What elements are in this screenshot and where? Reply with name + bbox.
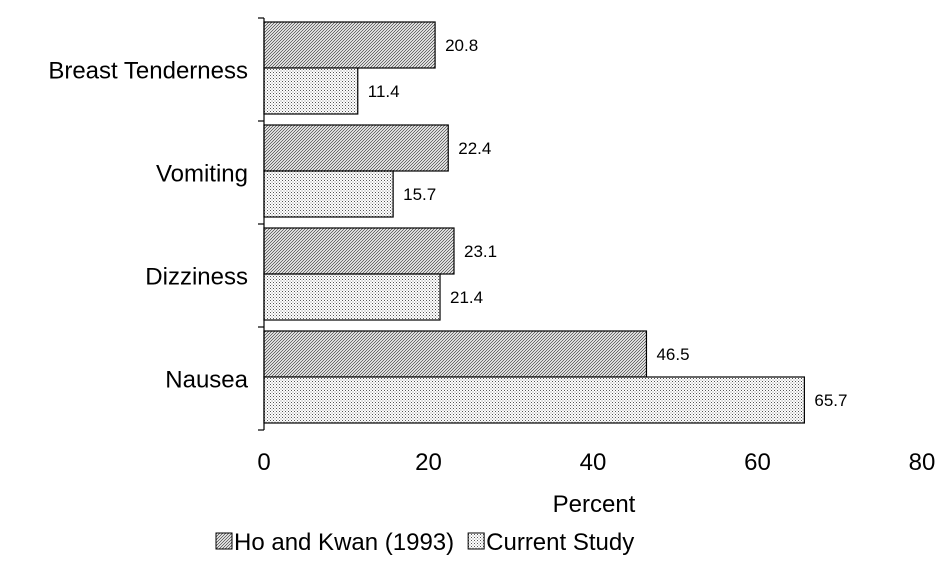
bar-nausea-current-study xyxy=(263,376,805,424)
bar-vomiting-current-study xyxy=(263,170,394,218)
legend-label-ho-and-kwan-1993: Ho and Kwan (1993) xyxy=(234,529,454,556)
bar-dizziness-current-study xyxy=(263,273,441,321)
data-label-vomiting-ho-and-kwan-1993: 22.4 xyxy=(458,139,491,158)
data-label-nausea-ho-and-kwan-1993: 46.5 xyxy=(656,345,689,364)
x-tick-label-40: 40 xyxy=(580,449,607,476)
legend-swatch-ho-and-kwan-1993 xyxy=(215,532,233,550)
bar-dizziness-ho-and-kwan-1993 xyxy=(263,227,455,275)
bar-vomiting-ho-and-kwan-1993 xyxy=(263,124,449,172)
legend: Ho and Kwan (1993) Current Study xyxy=(215,529,634,556)
category-label-nausea: Nausea xyxy=(165,367,248,394)
legend-label-current-study: Current Study xyxy=(486,529,634,556)
data-label-breast-tenderness-current-study: 11.4 xyxy=(368,82,400,101)
x-axis-title: Percent xyxy=(553,491,636,518)
data-label-vomiting-current-study: 15.7 xyxy=(403,185,436,204)
category-label-breast-tenderness: Breast Tenderness xyxy=(48,58,248,85)
x-tick-label-0: 0 xyxy=(257,449,270,476)
x-tick-label-80: 80 xyxy=(909,449,936,476)
category-label-dizziness: Dizziness xyxy=(145,264,248,291)
labels-layer: 20.8 11.4 22.4 15.7 23.1 21.4 46.5 65.7 xyxy=(368,36,848,410)
bars-layer xyxy=(263,21,805,424)
data-label-dizziness-ho-and-kwan-1993: 23.1 xyxy=(464,242,497,261)
axes-layer: Breast Tenderness Vomiting Dizziness Nausea… xyxy=(48,17,936,518)
data-label-nausea-current-study: 65.7 xyxy=(814,391,847,410)
bar-breast-tenderness-current-study xyxy=(263,67,359,115)
bar-breast-tenderness-ho-and-kwan-1993 xyxy=(263,21,436,69)
data-label-dizziness-current-study: 21.4 xyxy=(450,288,483,307)
category-label-vomiting: Vomiting xyxy=(156,161,248,188)
x-tick-label-60: 60 xyxy=(744,449,771,476)
x-tick-label-20: 20 xyxy=(415,449,442,476)
bar-nausea-ho-and-kwan-1993 xyxy=(263,330,648,378)
legend-swatch-current-study xyxy=(467,532,485,550)
data-label-breast-tenderness-ho-and-kwan-1993: 20.8 xyxy=(445,36,478,55)
